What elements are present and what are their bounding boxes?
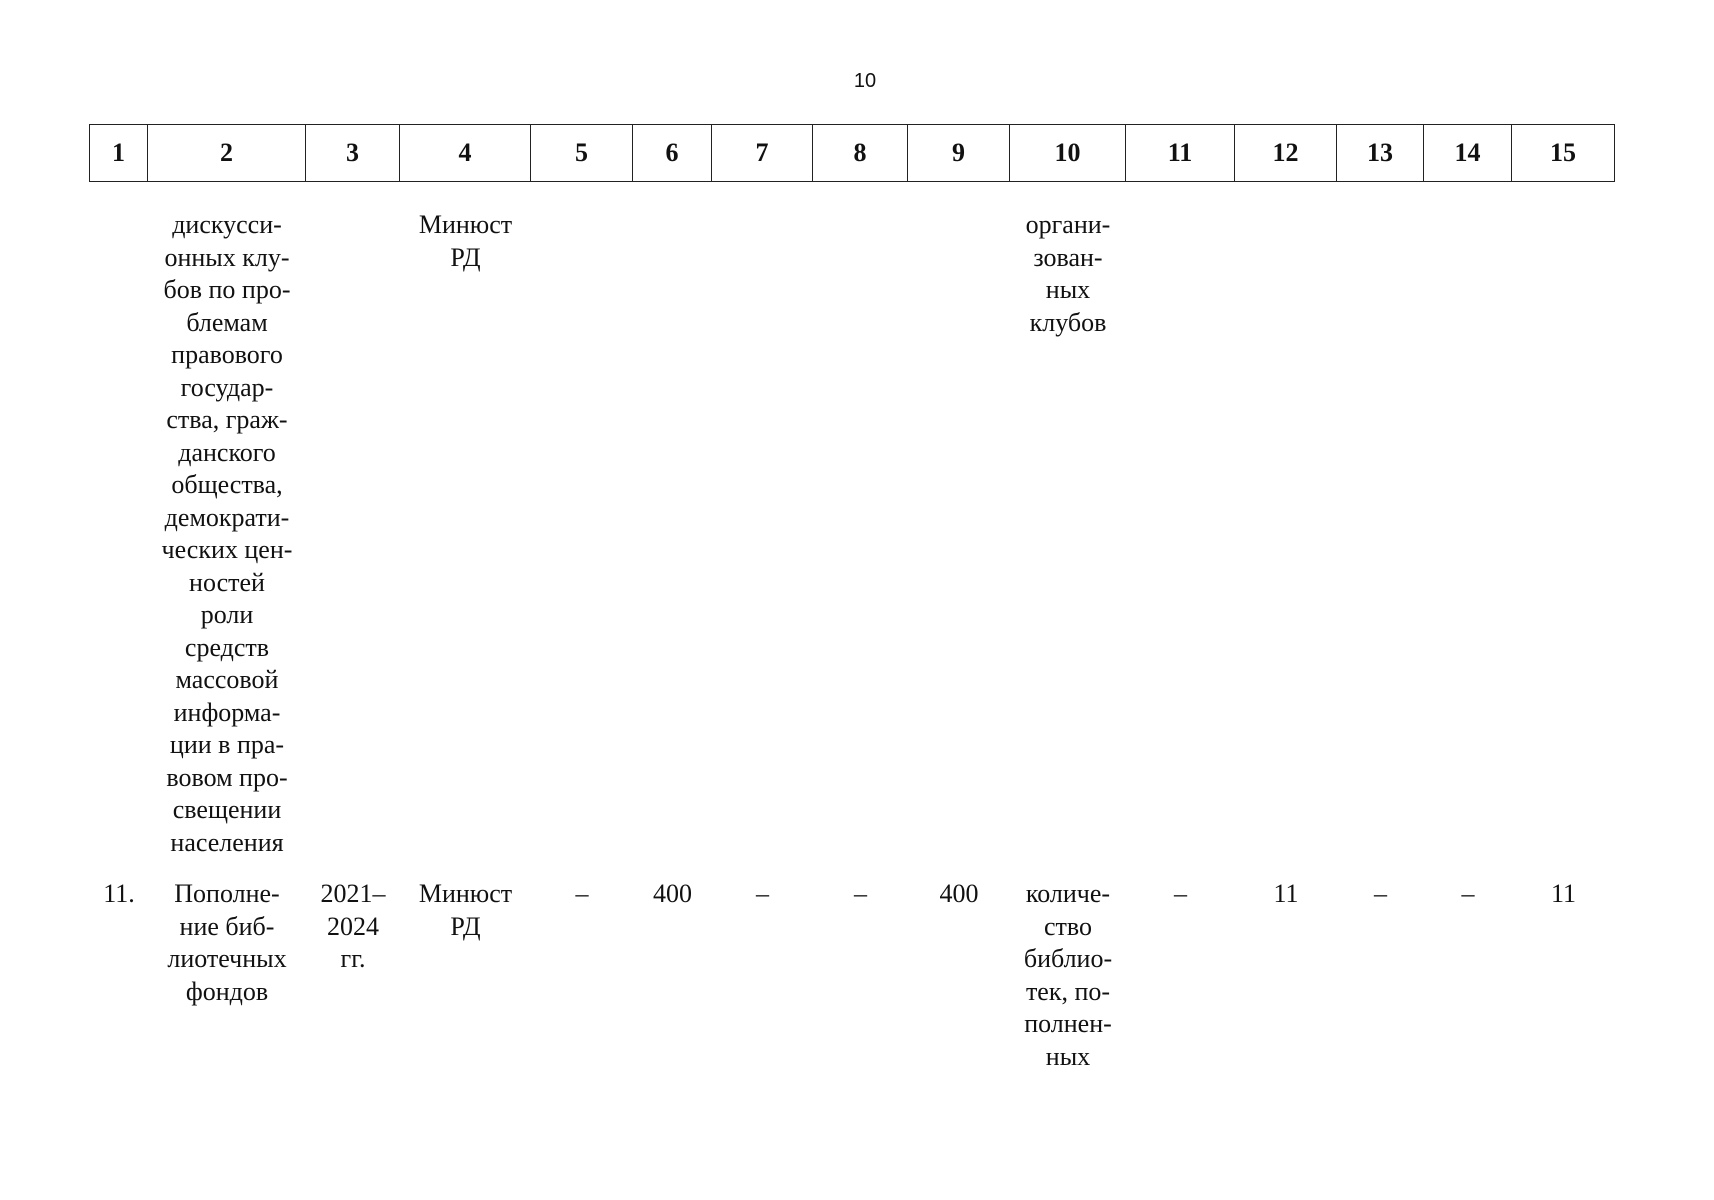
table-cell: Минюст РД	[400, 878, 531, 943]
header-cell: 7	[711, 124, 813, 182]
cell-line: свещении	[172, 795, 282, 824]
table-cell: органи-зован-ных клубов	[1010, 209, 1126, 339]
cell-line: данского	[178, 437, 276, 467]
cell-line: –	[1461, 879, 1475, 908]
table-cell: 11	[1512, 878, 1615, 911]
header-cell: 2	[147, 124, 306, 182]
cell-line: демократи-	[164, 502, 290, 532]
cell-line: ции в пра-	[169, 730, 285, 759]
header-cell: 13	[1336, 124, 1424, 182]
table-cell: Пополне-ние биб-лиотечных фондов	[148, 878, 306, 1008]
header-cell: 9	[907, 124, 1010, 182]
cell-line: ства, граж-	[166, 405, 288, 434]
cell-line: библио-	[1023, 944, 1113, 973]
table-cell: –	[1337, 878, 1424, 911]
cell-line: 400	[653, 879, 692, 908]
cell-line: блемам	[186, 307, 268, 337]
table-cell: –	[1126, 878, 1235, 911]
cell-line: ние биб-	[179, 911, 275, 941]
cell-line: ных	[1045, 1041, 1091, 1071]
cell-line: 11	[1273, 879, 1299, 908]
table-cell: Минюст РД	[400, 209, 531, 274]
header-cell: 15	[1511, 124, 1615, 182]
cell-line: ство	[1043, 911, 1092, 941]
cell-line: гг.	[340, 944, 366, 973]
cell-line: дискусси-	[172, 210, 282, 239]
cell-line: вовом про-	[166, 762, 288, 792]
cell-line: общества,	[171, 470, 283, 499]
cell-line: 2021–	[320, 879, 386, 908]
table-cell: –	[1424, 878, 1512, 911]
header-cell: 8	[812, 124, 908, 182]
cell-line: ных	[1045, 275, 1091, 304]
cell-line: ческих цен-	[161, 535, 293, 564]
cell-line: фондов	[185, 976, 269, 1006]
table-cell: 11	[1235, 878, 1337, 911]
cell-line: органи-	[1025, 210, 1111, 239]
cell-line: –	[854, 879, 867, 908]
cell-line: онных клу-	[164, 242, 290, 272]
cell-line: –	[1174, 879, 1187, 908]
header-cell: 1	[89, 124, 148, 182]
cell-line: государ-	[180, 372, 274, 402]
header-cell: 12	[1234, 124, 1337, 182]
cell-line: населения	[170, 827, 284, 857]
page-number: 10	[853, 70, 877, 92]
cell-line: 2024	[327, 911, 379, 941]
cell-line: 11.	[103, 879, 135, 908]
cell-line: лиотечных	[167, 944, 287, 973]
header-cell: 4	[399, 124, 531, 182]
cell-line: Минюст	[418, 879, 513, 908]
table-cell: 400	[633, 878, 712, 911]
cell-line: Минюст	[418, 210, 513, 239]
table-cell: –	[531, 878, 633, 911]
table-cell: –	[813, 878, 908, 911]
header-cell: 11	[1125, 124, 1235, 182]
header-cell: 6	[632, 124, 712, 182]
cell-line: роли	[200, 600, 254, 629]
cell-line: –	[756, 879, 769, 908]
header-cell: 14	[1423, 124, 1512, 182]
header-cell: 3	[305, 124, 400, 182]
cell-line: количе-	[1025, 879, 1111, 908]
cell-line: клубов	[1029, 307, 1107, 337]
table-cell: 2021– 2024 гг.	[306, 878, 400, 976]
cell-line: РД	[450, 911, 481, 941]
table-cell: –	[712, 878, 813, 911]
cell-line: зован-	[1033, 242, 1103, 272]
cell-line: 400	[939, 879, 979, 908]
table-cell: 11.	[90, 878, 148, 911]
cell-line: 11	[1550, 879, 1577, 908]
cell-line: ностей	[189, 567, 265, 597]
header-cell: 5	[530, 124, 633, 182]
cell-line: бов по про-	[163, 275, 291, 304]
cell-line: правового	[171, 340, 283, 369]
table-cell: дискусси-онных клу-бов по про-блемам прав…	[148, 209, 306, 859]
table-cell: количе-ство библио-тек, по-полнен-ных	[1010, 878, 1126, 1073]
cell-line: полнен-	[1024, 1009, 1112, 1038]
cell-line: тек, по-	[1025, 976, 1111, 1006]
table-cell: 400	[908, 878, 1010, 911]
cell-line: –	[1374, 879, 1387, 908]
cell-line: –	[575, 879, 589, 908]
cell-line: средств	[184, 632, 270, 662]
cell-line: информа-	[173, 697, 281, 727]
cell-line: Пополне-	[174, 879, 280, 908]
cell-line: РД	[450, 242, 481, 272]
cell-line: массовой	[175, 665, 279, 694]
header-cell: 10	[1009, 124, 1126, 182]
